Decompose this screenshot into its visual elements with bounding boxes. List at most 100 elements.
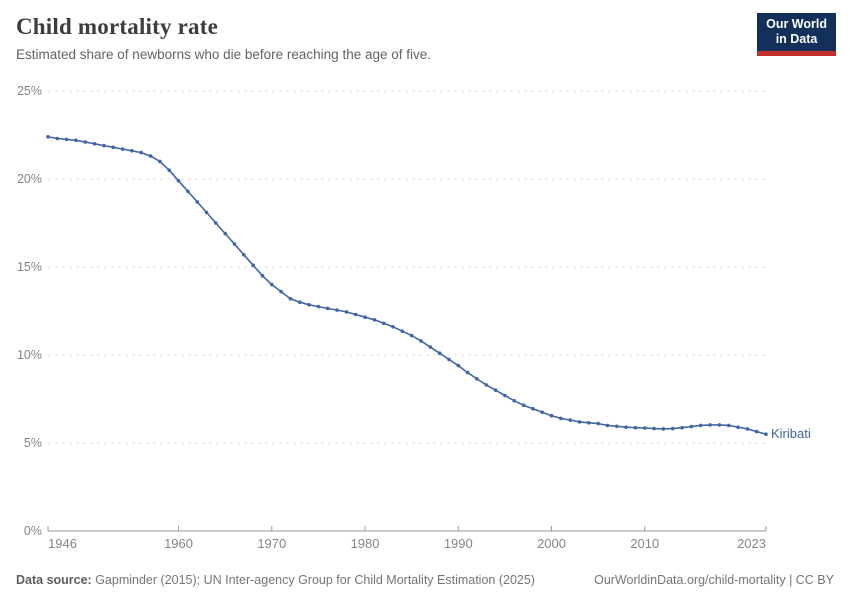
data-point[interactable]	[335, 308, 339, 312]
kiribati-line-series[interactable]	[47, 136, 767, 436]
data-point[interactable]	[307, 303, 311, 307]
data-point[interactable]	[260, 274, 265, 278]
data-point[interactable]	[577, 420, 582, 424]
data-point[interactable]	[671, 426, 675, 431]
y-axis-tick-label: 15%	[17, 260, 42, 274]
data-point[interactable]	[363, 315, 367, 320]
y-axis-tick-label: 20%	[17, 172, 42, 186]
data-point[interactable]	[232, 242, 237, 246]
data-point[interactable]	[624, 425, 628, 430]
data-point[interactable]	[400, 329, 405, 334]
chart-subtitle: Estimated share of newborns who die befo…	[16, 47, 431, 63]
data-point[interactable]	[549, 413, 554, 418]
data-point[interactable]	[559, 416, 563, 421]
data-point[interactable]	[381, 321, 386, 326]
data-source-label: Data source:	[16, 573, 92, 587]
data-point[interactable]	[64, 137, 69, 142]
data-point[interactable]	[372, 318, 377, 322]
data-point[interactable]	[419, 339, 423, 343]
data-point[interactable]	[680, 425, 684, 430]
data-point[interactable]	[195, 200, 199, 204]
x-axis-tick-label: 2023	[737, 536, 766, 551]
data-point[interactable]	[158, 159, 162, 164]
data-point[interactable]	[745, 427, 750, 431]
data-point[interactable]	[325, 306, 330, 311]
data-point[interactable]	[475, 377, 479, 381]
data-point[interactable]	[736, 425, 740, 430]
data-point[interactable]	[698, 423, 703, 428]
data-point[interactable]	[204, 210, 209, 215]
data-point[interactable]	[74, 138, 78, 143]
y-axis-tick-label: 10%	[17, 348, 42, 362]
data-point[interactable]	[120, 147, 125, 151]
data-point[interactable]	[46, 135, 50, 139]
data-point[interactable]	[512, 399, 516, 403]
data-point[interactable]	[344, 310, 349, 314]
data-point[interactable]	[167, 168, 171, 172]
data-point[interactable]	[596, 421, 600, 426]
owid-logo[interactable]: Our World in Data	[757, 13, 836, 56]
data-point[interactable]	[186, 189, 190, 194]
data-point[interactable]	[493, 388, 498, 393]
data-point[interactable]	[92, 142, 97, 146]
data-point[interactable]	[83, 140, 88, 144]
y-axis-tick-label: 0%	[24, 524, 42, 538]
data-point[interactable]	[726, 423, 731, 428]
data-point[interactable]	[288, 296, 293, 301]
data-point[interactable]	[587, 421, 591, 425]
data-source-text: Gapminder (2015); UN Inter-agency Group …	[91, 573, 535, 587]
data-point[interactable]	[615, 424, 619, 429]
data-point[interactable]	[270, 282, 274, 287]
logo-line1: Our World	[766, 17, 827, 31]
data-point[interactable]	[652, 426, 656, 431]
data-point[interactable]	[409, 333, 414, 338]
data-point[interactable]	[633, 425, 638, 430]
data-point[interactable]	[428, 345, 433, 349]
data-point[interactable]	[279, 289, 283, 294]
data-point[interactable]	[521, 403, 526, 408]
data-point[interactable]	[223, 231, 227, 236]
logo-line2: in Data	[775, 32, 818, 47]
y-axis-tick-label: 5%	[24, 436, 42, 450]
data-point[interactable]	[661, 427, 666, 431]
data-point[interactable]	[689, 424, 694, 429]
data-point[interactable]	[754, 429, 759, 434]
data-point[interactable]	[102, 143, 106, 148]
data-point[interactable]	[484, 383, 489, 387]
data-point[interactable]	[456, 363, 461, 368]
x-axis-tick-label: 1960	[164, 536, 193, 551]
data-point[interactable]	[447, 357, 451, 362]
data-point[interactable]	[465, 370, 470, 375]
x-axis-tick-label: 2010	[630, 536, 659, 551]
data-point[interactable]	[130, 149, 134, 153]
data-point[interactable]	[605, 423, 610, 428]
data-point[interactable]	[503, 393, 507, 398]
data-point[interactable]	[353, 312, 358, 317]
data-point[interactable]	[148, 154, 153, 158]
data-point[interactable]	[717, 423, 722, 427]
series-label-kiribati[interactable]: Kiribati	[771, 426, 811, 441]
page-title: Child mortality rate	[16, 14, 219, 39]
data-point[interactable]	[764, 432, 768, 437]
data-point[interactable]	[708, 423, 712, 427]
data-point[interactable]	[540, 410, 544, 415]
data-point[interactable]	[139, 150, 143, 155]
data-point[interactable]	[214, 221, 218, 225]
footer-link[interactable]: OurWorldinData.org/child-mortality | CC …	[594, 573, 834, 587]
data-point[interactable]	[531, 406, 535, 411]
data-point[interactable]	[55, 136, 60, 141]
y-axis-tick-label: 25%	[17, 84, 42, 98]
data-point[interactable]	[568, 418, 572, 422]
data-point[interactable]	[242, 252, 246, 257]
data-point[interactable]	[251, 263, 255, 268]
data-point[interactable]	[176, 179, 181, 183]
data-point[interactable]	[437, 351, 442, 356]
data-point[interactable]	[316, 304, 321, 309]
data-point[interactable]	[391, 325, 395, 329]
data-point[interactable]	[643, 426, 647, 430]
data-point[interactable]	[298, 300, 302, 305]
data-point[interactable]	[111, 145, 116, 150]
